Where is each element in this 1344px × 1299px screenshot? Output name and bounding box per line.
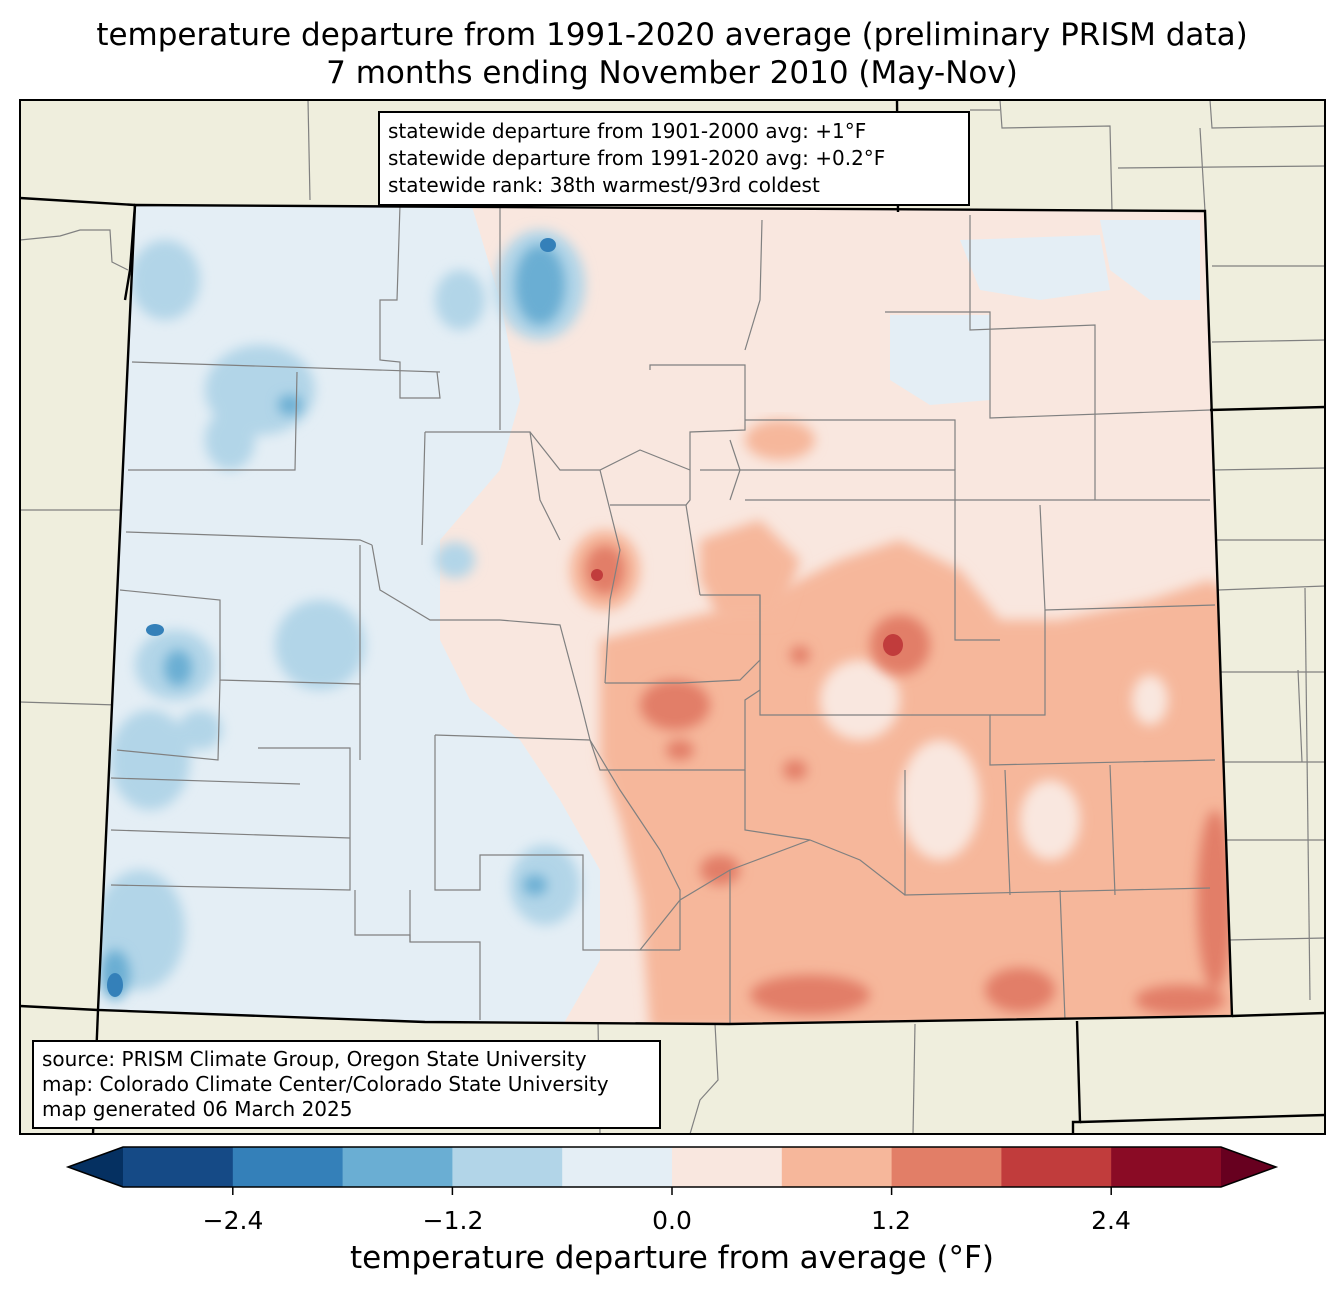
colorbar	[65, 1146, 1279, 1195]
colorbar-tick-label: 0.0	[652, 1206, 692, 1235]
statewide-stats-box: statewide departure from 1901-2000 avg: …	[378, 111, 970, 206]
colorbar-tick-label: −1.2	[422, 1206, 484, 1235]
stats-departure-1901-2000: statewide departure from 1901-2000 avg: …	[388, 119, 867, 143]
map-frame	[19, 99, 1326, 1135]
colorbar-segment	[452, 1147, 563, 1187]
colorbar-extend-max	[1221, 1147, 1276, 1187]
credit-source: source: PRISM Climate Group, Oregon Stat…	[42, 1047, 587, 1071]
colorbar-tick-label: 2.4	[1091, 1206, 1131, 1235]
stats-rank: statewide rank: 38th warmest/93rd coldes…	[388, 173, 820, 197]
colorbar-segment	[562, 1147, 673, 1187]
colorbar-segment	[123, 1147, 234, 1187]
colorbar-segment	[342, 1147, 453, 1187]
temperature-field	[98, 205, 1232, 1024]
state-borders	[20, 100, 1325, 1134]
map-subtitle: 7 months ending November 2010 (May-Nov)	[326, 55, 1018, 91]
colorbar-segment	[672, 1147, 783, 1187]
colorbar-outline	[65, 1146, 1279, 1188]
colorbar-segment	[1111, 1147, 1222, 1187]
colorbar-segment	[232, 1147, 344, 1187]
stats-departure-1991-2020: statewide departure from 1991-2020 avg: …	[388, 146, 886, 170]
colorbar-tick-label: 1.2	[871, 1206, 911, 1235]
map-title: temperature departure from 1991-2020 ave…	[96, 17, 1248, 53]
credit-generated: map generated 06 March 2025	[42, 1097, 353, 1121]
credit-map: map: Colorado Climate Center/Colorado St…	[42, 1072, 609, 1096]
colorbar-segment	[891, 1147, 1002, 1187]
colorbar-label: temperature departure from average (°F)	[350, 1240, 994, 1276]
credits-box: source: PRISM Climate Group, Oregon Stat…	[32, 1040, 661, 1129]
colorbar-segment	[1001, 1147, 1112, 1187]
county-lines	[110, 205, 1216, 1024]
colorbar-extend-min	[68, 1147, 123, 1187]
colorbar-tick-label: −2.4	[202, 1206, 264, 1235]
colorbar-segment	[781, 1147, 893, 1187]
